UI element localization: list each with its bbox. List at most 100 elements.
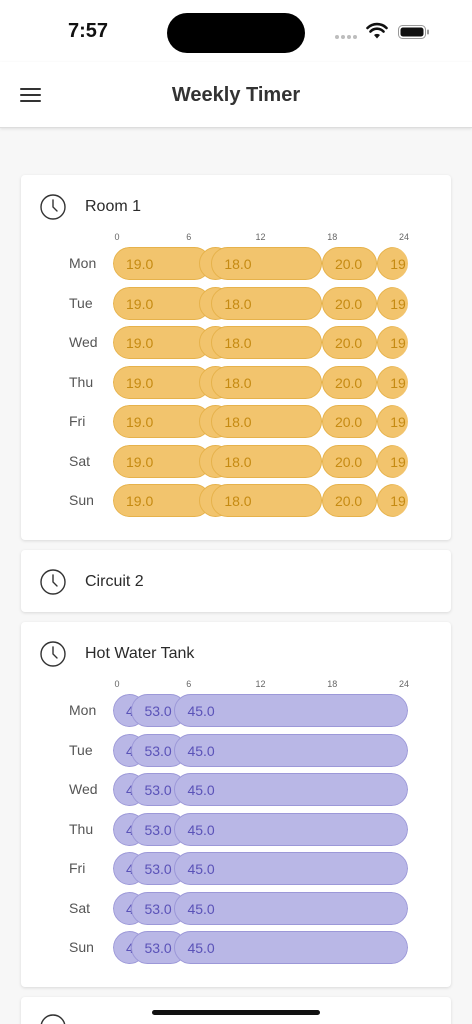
wifi-icon bbox=[366, 22, 388, 39]
day-row-sun: Sun 4 53.0 45.0 bbox=[21, 931, 451, 964]
schedule-segment[interactable]: 19.0 bbox=[113, 326, 212, 359]
schedule-segment[interactable]: 18.0 bbox=[211, 365, 322, 399]
app-header: Weekly Timer bbox=[0, 62, 472, 128]
day-row-sat: Sat 4 53.0 45.0 bbox=[21, 891, 451, 925]
day-row-thu: Thu 4 53.0 45.0 bbox=[21, 812, 451, 846]
cellular-signal-icon bbox=[335, 35, 357, 39]
card-header[interactable]: Hot Water Tank bbox=[21, 622, 451, 682]
schedule-segment[interactable]: 19.0 bbox=[113, 365, 212, 399]
schedule-segment[interactable]: 20.0 bbox=[321, 484, 378, 517]
day-label: Tue bbox=[69, 294, 93, 311]
schedule-segment[interactable]: 45.0 bbox=[174, 852, 408, 885]
schedule-track[interactable]: 19.0218.020.019. bbox=[113, 365, 408, 399]
schedule-segment[interactable]: 19.0 bbox=[113, 286, 212, 320]
home-indicator bbox=[152, 1010, 320, 1015]
clock-icon bbox=[40, 569, 66, 595]
card-header[interactable]: Circuit 2 bbox=[21, 550, 451, 610]
schedule-segment[interactable]: 19. bbox=[377, 365, 408, 399]
dynamic-island bbox=[167, 13, 305, 53]
day-label: Sun bbox=[69, 492, 94, 508]
schedule-segment[interactable]: 20.0 bbox=[321, 326, 378, 359]
schedule-segment[interactable]: 19. bbox=[377, 247, 408, 280]
schedule-segment[interactable]: 19.0 bbox=[113, 405, 212, 438]
schedule-track[interactable]: 4 53.0 45.0 bbox=[113, 852, 408, 885]
day-row-fri: Fri 4 53.0 45.0 bbox=[21, 852, 451, 885]
schedule-segment[interactable]: 19.0 bbox=[113, 484, 212, 517]
hour-tick-label: 12 bbox=[255, 232, 266, 242]
day-label: Fri bbox=[69, 860, 86, 876]
card-title: Room 1 bbox=[85, 198, 142, 215]
schedule-track[interactable]: 4 53.0 45.0 bbox=[113, 773, 408, 806]
schedule-track[interactable]: 19.0218.020.019. bbox=[113, 286, 408, 320]
schedule-segment[interactable]: 20.0 bbox=[321, 444, 378, 478]
schedule-segment[interactable]: 18.0 bbox=[211, 405, 322, 438]
hour-tick-label: 24 bbox=[398, 232, 410, 242]
schedule-segment[interactable]: 18.0 bbox=[211, 484, 322, 517]
schedule-segment[interactable]: 18.0 bbox=[211, 326, 322, 359]
day-label: Sat bbox=[69, 899, 91, 916]
schedule-track[interactable]: 4 53.0 45.0 bbox=[113, 891, 408, 925]
schedule-segment[interactable]: 45.0 bbox=[174, 812, 408, 846]
battery-icon bbox=[398, 25, 429, 39]
status-bar: 7:57 bbox=[0, 0, 472, 62]
timer-card-circuit-2: Circuit 2 bbox=[21, 550, 451, 612]
clock-icon bbox=[40, 641, 66, 667]
page-title: Weekly Timer bbox=[171, 84, 301, 106]
schedule-segment[interactable]: 20.0 bbox=[321, 247, 378, 280]
schedule-segment[interactable]: 19.0 bbox=[113, 444, 212, 478]
schedule-track[interactable]: 4 53.0 45.0 bbox=[113, 694, 408, 727]
schedule-segment[interactable]: 45.0 bbox=[174, 891, 408, 925]
clock-icon bbox=[40, 194, 66, 220]
card-title: Hot Water Tank bbox=[85, 645, 195, 662]
status-time: 7:57 bbox=[68, 20, 109, 42]
day-label: Fri bbox=[69, 413, 86, 429]
day-label: Thu bbox=[69, 820, 94, 837]
day-row-sat: Sat 19.0218.020.019. bbox=[21, 444, 451, 478]
schedule-track[interactable]: 4 53.0 45.0 bbox=[113, 812, 408, 846]
schedule-segment[interactable]: 19. bbox=[377, 444, 408, 478]
schedule-segment[interactable]: 18.0 bbox=[211, 444, 322, 478]
card-header[interactable]: Room 1 bbox=[21, 175, 451, 235]
hour-tick-label: 6 bbox=[186, 679, 192, 689]
schedule-track[interactable]: 19.0218.020.019. bbox=[113, 405, 408, 438]
schedule-track[interactable]: 19.0218.020.019. bbox=[113, 326, 408, 359]
hour-tick-label: 18 bbox=[327, 679, 338, 689]
schedule-segment[interactable]: 45.0 bbox=[174, 931, 408, 964]
schedule-segment[interactable]: 20.0 bbox=[321, 365, 378, 399]
hour-axis: 0 6 12 18 24 bbox=[21, 232, 451, 246]
schedule-segment[interactable]: 20.0 bbox=[321, 405, 378, 438]
schedule-track[interactable]: 4 53.0 45.0 bbox=[113, 733, 408, 767]
schedule-segment[interactable]: 18.0 bbox=[211, 286, 322, 320]
day-row-wed: Wed 4 53.0 45.0 bbox=[21, 773, 451, 806]
day-label: Wed bbox=[69, 781, 98, 797]
schedule-segment[interactable]: 19. bbox=[377, 286, 408, 320]
day-label: Tue bbox=[69, 741, 93, 758]
hour-tick-label: 12 bbox=[255, 679, 266, 689]
schedule-track[interactable]: 4 53.0 45.0 bbox=[113, 931, 408, 964]
schedule-segment[interactable]: 45.0 bbox=[174, 694, 408, 727]
day-label: Wed bbox=[69, 334, 98, 350]
schedule-track[interactable]: 19.0218.020.019. bbox=[113, 444, 408, 478]
timer-card-hot-water-tank: Hot Water Tank 0 6 12 18 24 Mon 4 53.0 45.0 Tue 4… bbox=[21, 622, 451, 987]
schedule-track[interactable]: 19.0218.020.019. bbox=[113, 484, 408, 517]
day-row-wed: Wed 19.0218.020.019. bbox=[21, 326, 451, 359]
hour-axis: 0 6 12 18 24 bbox=[21, 679, 451, 693]
schedule-segment[interactable]: 19. bbox=[377, 326, 408, 359]
schedule-segment[interactable]: 45.0 bbox=[174, 733, 408, 767]
schedule-segment[interactable]: 20.0 bbox=[321, 286, 378, 320]
schedule-segment[interactable]: 19. bbox=[377, 484, 408, 517]
day-label: Sat bbox=[69, 452, 91, 469]
hour-tick-label: 0 bbox=[114, 232, 120, 242]
day-row-tue: Tue 4 53.0 45.0 bbox=[21, 733, 451, 767]
schedule-track[interactable]: 19.0218.020.019. bbox=[113, 247, 408, 280]
day-row-sun: Sun 19.0218.020.019. bbox=[21, 484, 451, 517]
menu-icon[interactable] bbox=[20, 88, 42, 104]
day-row-thu: Thu 19.0218.020.019. bbox=[21, 365, 451, 399]
hour-tick-label: 18 bbox=[327, 232, 338, 242]
schedule-segment[interactable]: 19.0 bbox=[113, 247, 212, 280]
day-label: Sun bbox=[69, 939, 94, 955]
schedule-segment[interactable]: 18.0 bbox=[211, 247, 322, 280]
hour-tick-label: 24 bbox=[398, 679, 410, 689]
schedule-segment[interactable]: 45.0 bbox=[174, 773, 408, 806]
schedule-segment[interactable]: 19. bbox=[377, 405, 408, 438]
